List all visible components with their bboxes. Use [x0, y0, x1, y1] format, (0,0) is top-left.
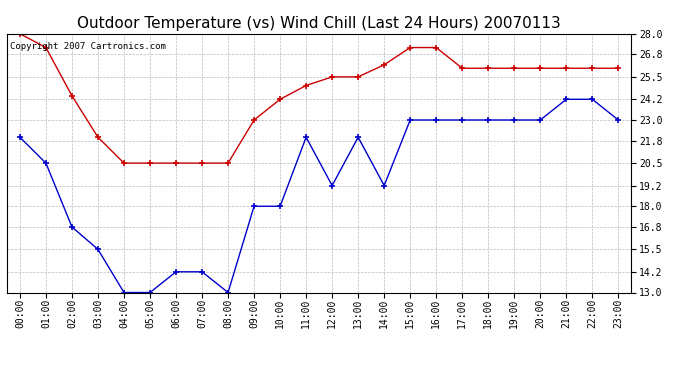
Text: Copyright 2007 Cartronics.com: Copyright 2007 Cartronics.com [10, 42, 166, 51]
Title: Outdoor Temperature (vs) Wind Chill (Last 24 Hours) 20070113: Outdoor Temperature (vs) Wind Chill (Las… [77, 16, 561, 31]
